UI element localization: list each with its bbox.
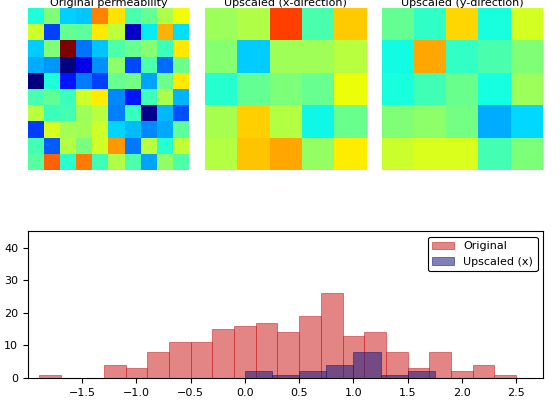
Bar bbox=[321, 293, 343, 378]
Bar bbox=[191, 342, 212, 378]
Bar bbox=[364, 332, 386, 378]
Bar bbox=[451, 371, 473, 378]
Bar bbox=[245, 371, 272, 378]
Bar bbox=[430, 352, 451, 378]
Title: Original permeability: Original permeability bbox=[50, 0, 167, 8]
Bar bbox=[147, 352, 169, 378]
Bar bbox=[386, 352, 408, 378]
Bar bbox=[234, 326, 256, 378]
Legend: Original, Upscaled (x): Original, Upscaled (x) bbox=[428, 237, 538, 271]
Bar bbox=[272, 375, 299, 378]
Bar bbox=[277, 332, 299, 378]
Bar bbox=[125, 368, 147, 378]
Bar bbox=[380, 375, 408, 378]
Bar bbox=[39, 375, 60, 378]
Bar bbox=[473, 365, 494, 378]
Bar bbox=[408, 371, 435, 378]
Bar bbox=[343, 336, 364, 378]
Bar bbox=[104, 365, 125, 378]
Bar bbox=[169, 342, 191, 378]
Title: Upscaled (x-direction): Upscaled (x-direction) bbox=[224, 0, 347, 8]
Bar bbox=[494, 375, 516, 378]
Bar bbox=[353, 352, 380, 378]
Bar bbox=[408, 368, 430, 378]
Title: Upscaled (y-direction): Upscaled (y-direction) bbox=[402, 0, 524, 8]
Bar bbox=[299, 316, 321, 378]
Bar bbox=[212, 329, 234, 378]
Bar bbox=[326, 365, 353, 378]
Bar bbox=[256, 323, 277, 378]
Bar bbox=[299, 371, 326, 378]
